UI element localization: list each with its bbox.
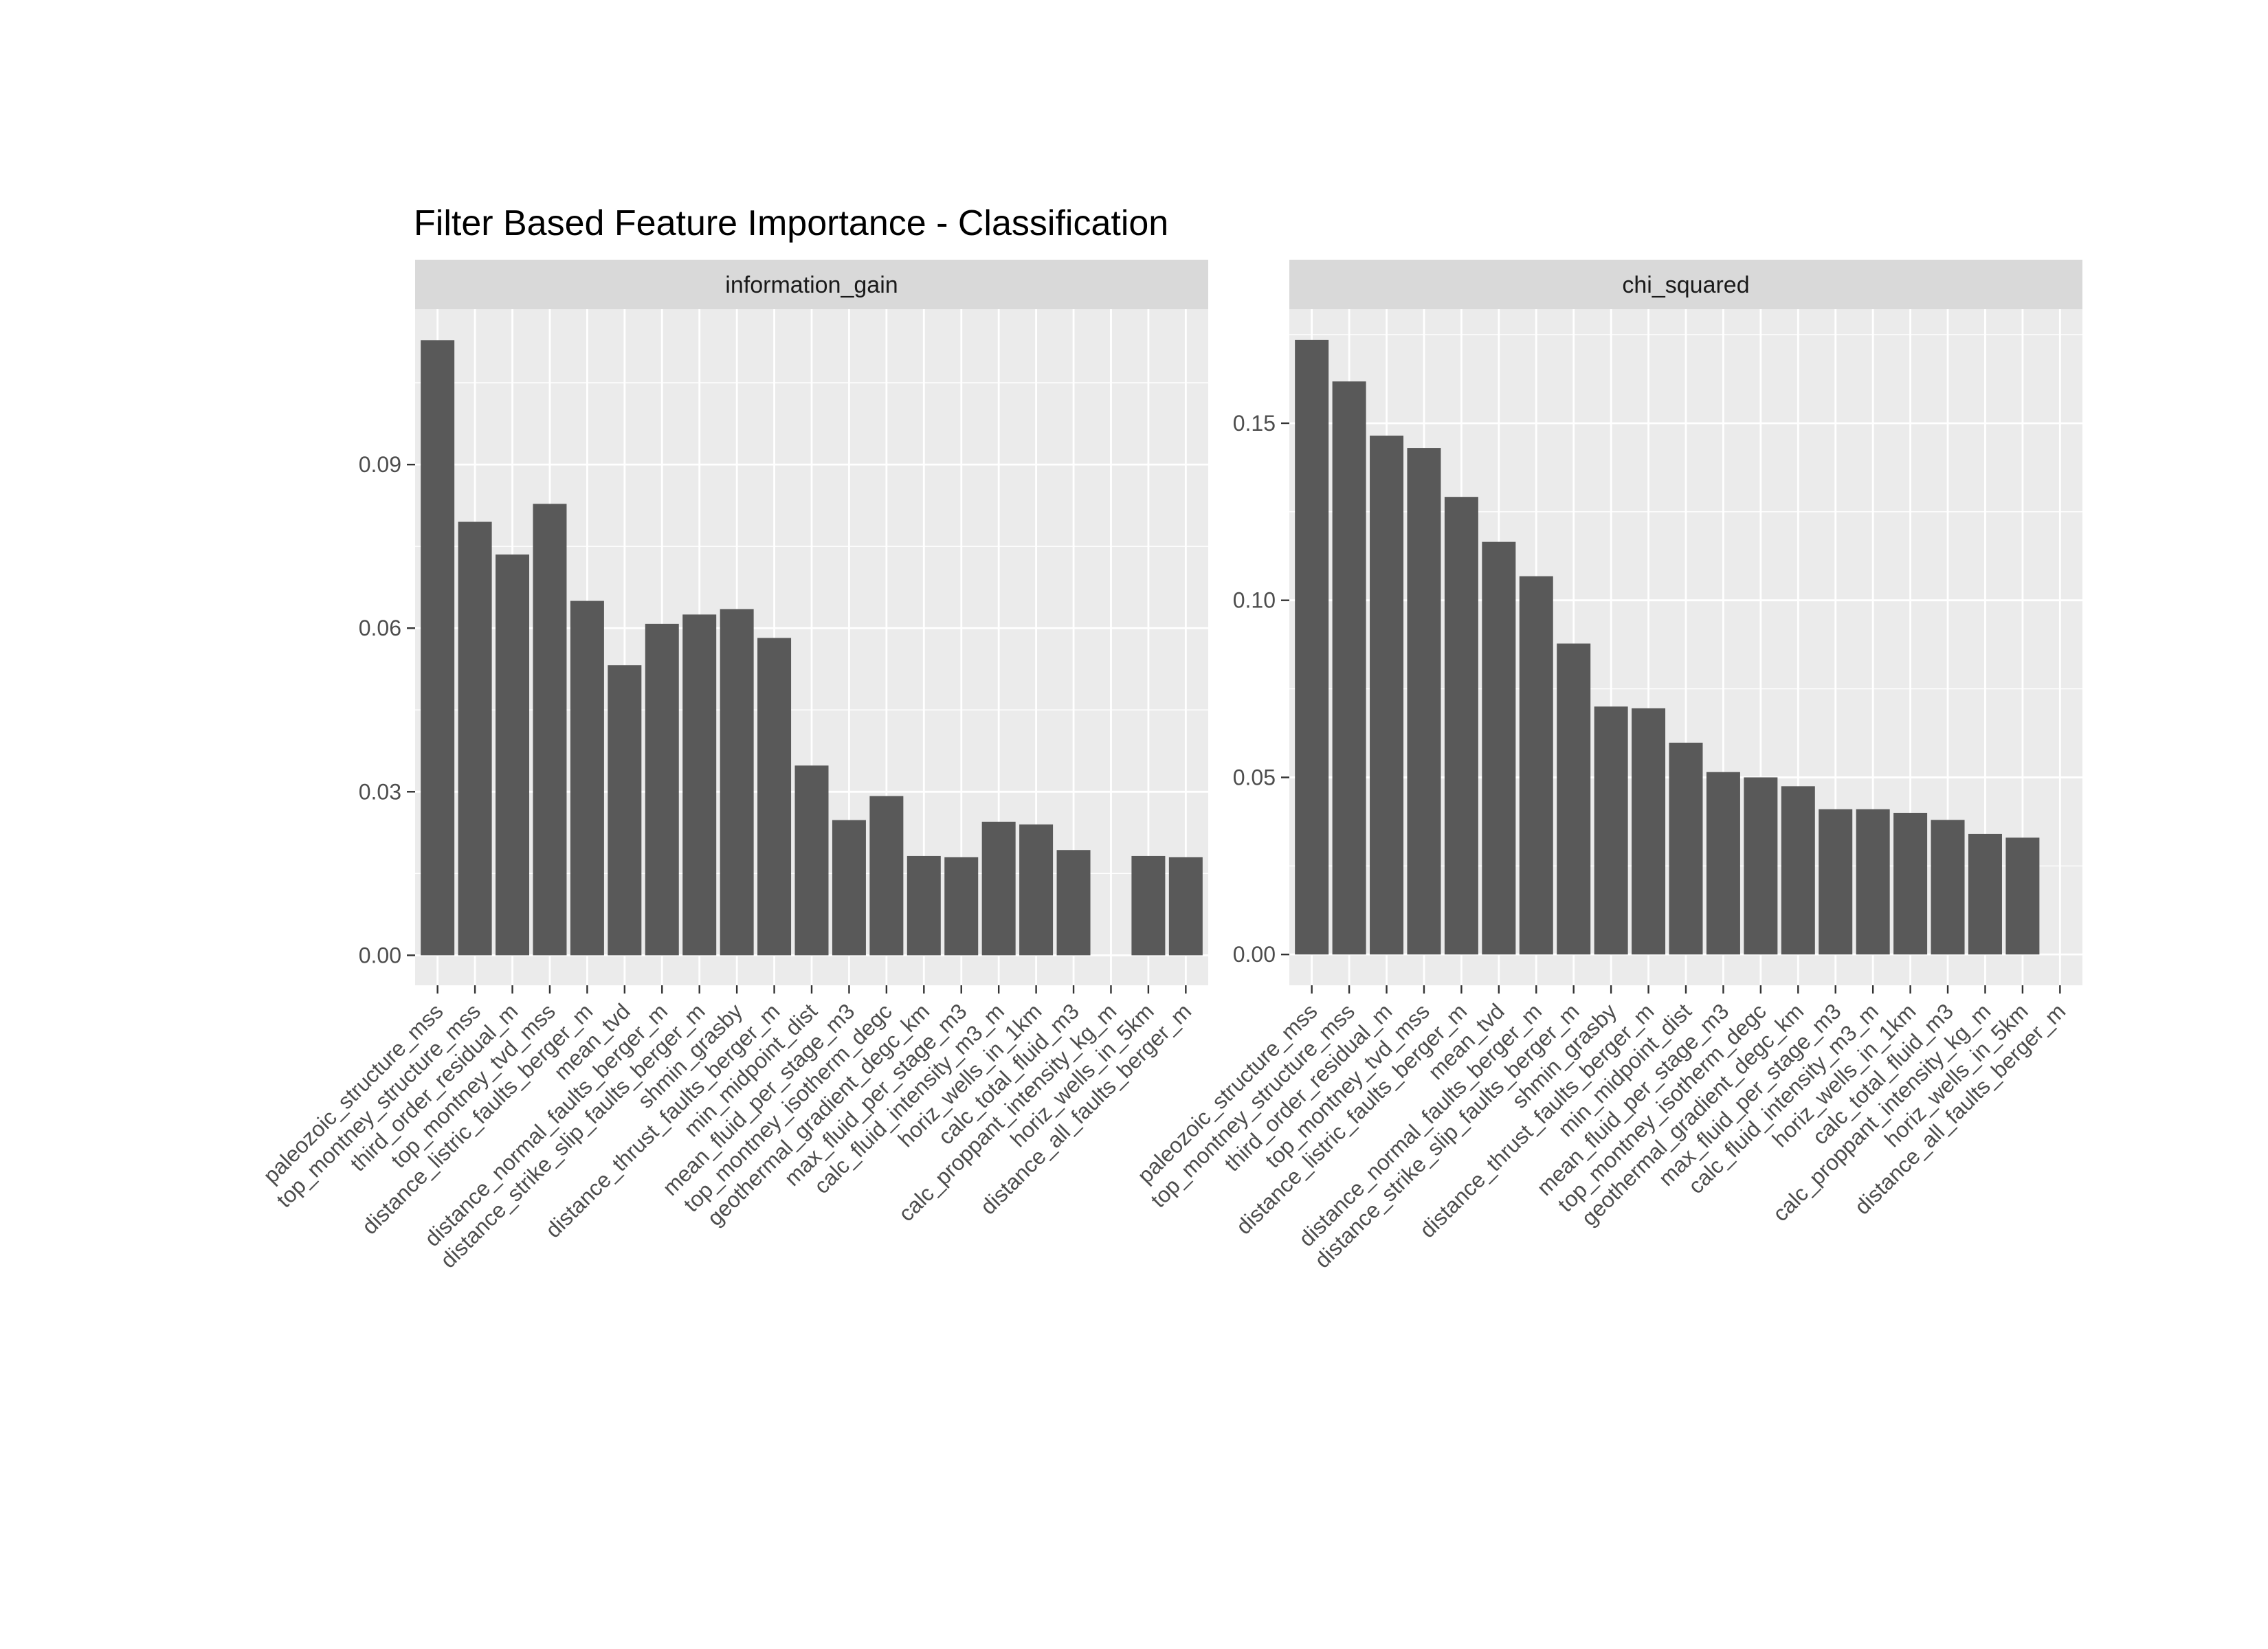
y-tick-label-chi-squared: 0.15 <box>1233 411 1276 436</box>
bar-chi-squared-horiz-wells-in-5km <box>2005 838 2040 955</box>
y-tick-label-chi-squared: 0.00 <box>1233 942 1276 967</box>
y-tick-label-information-gain: 0.09 <box>359 452 401 477</box>
bar-chi-squared-distance-strike-slip-faults-berger-m <box>1557 643 1591 955</box>
bar-information-gain-shmin-grasby <box>720 609 754 956</box>
bar-chi-squared-mean-fluid-per-stage-m3 <box>1706 772 1740 955</box>
bar-chi-squared-top-montney-tvd-mss <box>1407 448 1441 955</box>
bar-information-gain-top-montney-isotherm-degc <box>869 796 904 956</box>
bar-information-gain-calc-total-fluid-m3 <box>1056 850 1091 956</box>
bar-information-gain-mean-fluid-per-stage-m3 <box>832 820 866 956</box>
bar-information-gain-paleozoic-structure-mss <box>421 340 455 956</box>
bar-chi-squared-max-fluid-per-stage-m3 <box>1819 809 1853 955</box>
facet-strip-information-gain <box>415 260 1208 309</box>
y-tick-label-chi-squared: 0.10 <box>1233 588 1276 613</box>
facet-strip-label-information-gain: information_gain <box>725 272 898 298</box>
facet-chi-squared: chi_squared0.000.050.100.15paleozoic_str… <box>1133 260 2082 1273</box>
bar-information-gain-horiz-wells-in-5km <box>1131 855 1166 956</box>
bar-chi-squared-top-montney-isotherm-degc <box>1744 777 1778 955</box>
bar-information-gain-calc-fluid-intensity-m3-m <box>981 821 1016 956</box>
bar-information-gain-geothermal-gradient-degc-km <box>907 855 941 956</box>
bar-information-gain-distance-listric-faults-berger-m <box>570 601 604 956</box>
bar-chi-squared-calc-proppant-intensity-kg-m <box>1968 833 2002 955</box>
bar-information-gain-min-midpoint-dist <box>794 765 829 956</box>
y-tick-label-information-gain: 0.00 <box>359 943 401 967</box>
facet-strip-label-chi-squared: chi_squared <box>1622 272 1749 298</box>
bar-chi-squared-horiz-wells-in-1km <box>1893 812 1928 955</box>
bar-chi-squared-calc-fluid-intensity-m3-m <box>1856 809 1890 955</box>
bar-chi-squared-distance-listric-faults-berger-m <box>1444 497 1478 955</box>
bar-information-gain-mean-tvd <box>608 665 642 956</box>
bar-information-gain-distance-thrust-faults-berger-m <box>757 638 792 956</box>
y-tick-label-chi-squared: 0.05 <box>1233 765 1276 789</box>
bar-chi-squared-mean-tvd <box>1482 541 1516 955</box>
bar-chi-squared-distance-normal-faults-berger-m <box>1519 576 1553 955</box>
chart-title: Filter Based Feature Importance - Classi… <box>414 203 1168 243</box>
bar-information-gain-distance-normal-faults-berger-m <box>645 623 679 956</box>
bar-information-gain-max-fluid-per-stage-m3 <box>944 857 979 956</box>
bar-information-gain-top-montney-structure-mss <box>458 521 492 956</box>
bar-chi-squared-min-midpoint-dist <box>1669 742 1703 955</box>
y-tick-label-information-gain: 0.03 <box>359 779 401 804</box>
bar-chi-squared-distance-thrust-faults-berger-m <box>1632 708 1666 955</box>
bar-chi-squared-paleozoic-structure-mss <box>1295 339 1329 955</box>
bar-information-gain-horiz-wells-in-1km <box>1019 824 1054 956</box>
bar-information-gain-third-order-residual-m <box>496 554 530 956</box>
bar-chi-squared-shmin-grasby <box>1594 706 1628 955</box>
bar-information-gain-top-montney-tvd-mss <box>533 504 567 956</box>
bar-chi-squared-third-order-residual-m <box>1370 436 1404 955</box>
facet-strip-chi-squared <box>1289 260 2082 309</box>
bar-chi-squared-top-montney-structure-mss <box>1332 381 1366 955</box>
bar-chi-squared-geothermal-gradient-degc-km <box>1781 786 1815 955</box>
bar-chi-squared-calc-total-fluid-m3 <box>1931 820 1965 955</box>
bar-information-gain-distance-all-faults-berger-m <box>1168 857 1203 956</box>
y-tick-label-information-gain: 0.06 <box>359 616 401 640</box>
bar-information-gain-distance-strike-slip-faults-berger-m <box>682 614 717 956</box>
